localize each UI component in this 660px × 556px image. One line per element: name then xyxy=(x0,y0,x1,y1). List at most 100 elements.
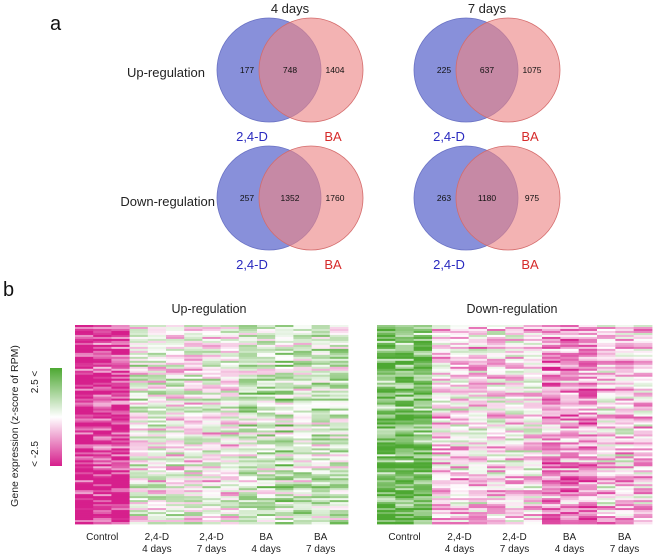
heatmap-cell xyxy=(220,458,240,461)
heatmap-cell xyxy=(377,342,396,346)
heatmap-cell xyxy=(505,382,525,386)
heatmap-cell xyxy=(329,490,349,493)
heatmap-cell xyxy=(487,420,506,423)
heatmap-cell xyxy=(93,412,112,415)
heatmap-cell xyxy=(578,478,598,481)
heatmap-cell xyxy=(275,372,294,376)
venn-set-label-ba: BA xyxy=(324,129,342,144)
heatmap-cell xyxy=(293,414,312,417)
heatmap-cell xyxy=(93,394,112,398)
heatmap-cell xyxy=(432,458,451,461)
heatmap-cell xyxy=(505,400,525,404)
heatmap-cell xyxy=(432,498,451,501)
heatmap-cell xyxy=(202,506,221,509)
heatmap-cell xyxy=(220,452,240,455)
heatmap-cell xyxy=(220,422,240,425)
heatmap-cell xyxy=(395,474,415,477)
venn-set-label-ba: BA xyxy=(521,129,539,144)
heatmap-cell xyxy=(184,500,203,503)
heatmap-cell xyxy=(220,382,240,386)
heatmap-cell xyxy=(329,514,349,517)
heatmap-cell xyxy=(220,406,240,409)
heatmap-cell xyxy=(615,464,635,467)
heatmap-cell xyxy=(505,434,525,437)
heatmap-cell xyxy=(238,434,258,437)
heatmap-cell xyxy=(377,352,396,356)
heatmap-cell xyxy=(432,334,451,338)
heatmap-cell xyxy=(633,372,653,376)
heatmap-cell xyxy=(93,476,112,479)
heatmap-cell xyxy=(560,430,580,433)
heatmap-cell xyxy=(413,450,433,453)
heatmap-cell xyxy=(487,512,506,515)
heatmap-cell xyxy=(633,360,653,364)
heatmap-cell xyxy=(329,482,349,485)
heatmap-cell xyxy=(166,404,185,407)
heatmap-cell xyxy=(293,402,312,405)
heatmap-cell xyxy=(615,404,635,407)
heatmap-title-up-regulation: Up-regulation xyxy=(171,302,246,316)
heatmap-cell xyxy=(450,424,470,427)
heatmap-cell xyxy=(129,382,149,386)
heatmap-cell xyxy=(597,520,616,523)
heatmap-cell xyxy=(293,510,312,513)
heatmap-cell xyxy=(202,496,221,499)
heatmap-cell xyxy=(184,428,203,431)
heatmap-cell xyxy=(293,330,312,334)
heatmap-cell xyxy=(450,426,470,429)
heatmap-cell xyxy=(75,384,94,388)
heatmap-cell xyxy=(597,486,616,489)
heatmap-cell xyxy=(487,440,506,443)
colorbar xyxy=(50,368,62,466)
heatmap-cell xyxy=(311,476,331,479)
heatmap-cell xyxy=(111,468,130,471)
heatmap-cell xyxy=(329,368,349,372)
heatmap-cell xyxy=(597,390,616,394)
heatmap-cell xyxy=(75,476,94,479)
heatmap-cell xyxy=(578,506,598,509)
heatmap-cell xyxy=(377,430,396,433)
heatmap-cell xyxy=(311,514,331,517)
heatmap-cell xyxy=(184,364,203,368)
heatmap-cell xyxy=(202,470,221,473)
heatmap-cell xyxy=(329,352,349,356)
heatmap-cell xyxy=(523,330,543,334)
heatmap-cell xyxy=(75,424,94,427)
heatmap-cell xyxy=(615,400,635,404)
heatmap-cell xyxy=(432,414,451,417)
heatmap-cell xyxy=(93,342,112,346)
heatmap-cell xyxy=(184,490,203,493)
heatmap-cell xyxy=(505,488,525,491)
heatmap-cell xyxy=(450,448,470,451)
heatmap-cell xyxy=(597,400,616,404)
heatmap-cell xyxy=(147,350,167,354)
heatmap-cell xyxy=(505,356,525,360)
heatmap-cell xyxy=(523,438,543,441)
heatmap-cell xyxy=(311,362,331,366)
heatmap-cell xyxy=(75,500,94,503)
heatmap-cell xyxy=(75,454,94,457)
heatmap-cell xyxy=(220,508,240,511)
heatmap-cell xyxy=(377,416,396,419)
heatmap-cell xyxy=(129,470,149,473)
heatmap-cell xyxy=(615,452,635,455)
heatmap-cell xyxy=(395,470,415,473)
heatmap-cell xyxy=(293,378,312,382)
heatmap-cell xyxy=(111,430,130,433)
heatmap-cell xyxy=(377,402,396,405)
heatmap-cell xyxy=(293,412,312,415)
heatmap-cell xyxy=(505,340,525,344)
heatmap-group-sublabel: 4 days xyxy=(251,544,280,555)
heatmap-cell xyxy=(129,352,149,356)
heatmap-cell xyxy=(147,454,167,457)
heatmap-cell xyxy=(560,346,580,350)
heatmap-cell xyxy=(432,342,451,346)
heatmap-cell xyxy=(129,516,149,519)
heatmap-cell xyxy=(560,384,580,388)
heatmap-cell xyxy=(468,424,488,427)
heatmap-cell xyxy=(505,482,525,485)
heatmap-cell xyxy=(311,384,331,388)
heatmap-cell xyxy=(329,360,349,364)
heatmap-cell xyxy=(75,416,94,419)
heatmap-cell xyxy=(275,510,294,513)
